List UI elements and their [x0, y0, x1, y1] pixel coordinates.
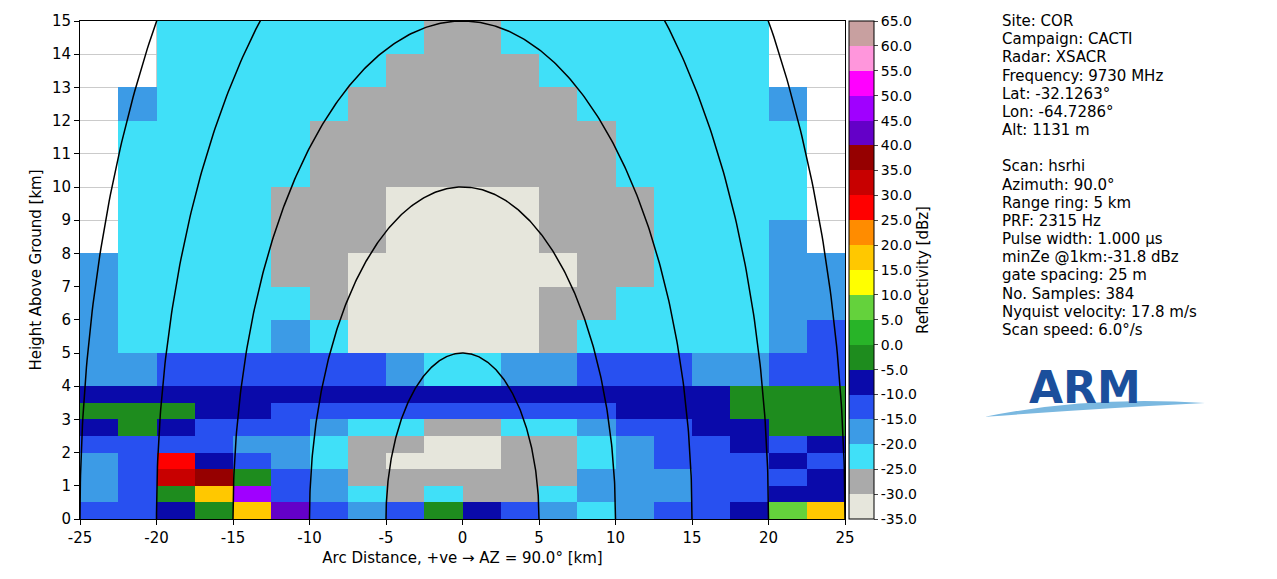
svg-text:Scan: hsrhi: Scan: hsrhi: [1002, 157, 1085, 175]
svg-text:Lat: -32.1263°: Lat: -32.1263°: [1002, 85, 1110, 103]
svg-text:Height Above Ground [km]: Height Above Ground [km]: [27, 169, 45, 370]
svg-text:Site: COR: Site: COR: [1002, 12, 1073, 30]
svg-text:60.0: 60.0: [881, 38, 912, 54]
svg-text:0: 0: [61, 510, 71, 528]
svg-text:25: 25: [835, 529, 854, 547]
svg-text:10.0: 10.0: [881, 287, 912, 303]
svg-text:-20.0: -20.0: [881, 436, 917, 452]
svg-text:11: 11: [52, 145, 71, 163]
svg-text:15: 15: [682, 529, 701, 547]
svg-text:PRF: 2315 Hz: PRF: 2315 Hz: [1002, 212, 1101, 230]
svg-text:Scan speed: 6.0°/s: Scan speed: 6.0°/s: [1002, 321, 1143, 339]
svg-text:8: 8: [61, 245, 71, 263]
svg-text:12: 12: [52, 112, 71, 130]
svg-text:50.0: 50.0: [881, 88, 912, 104]
svg-text:Frequency: 9730 MHz: Frequency: 9730 MHz: [1002, 67, 1163, 85]
svg-text:-25.0: -25.0: [881, 461, 917, 477]
svg-text:-15.0: -15.0: [881, 411, 917, 427]
svg-text:minZe @1km:-31.8 dBz: minZe @1km:-31.8 dBz: [1002, 248, 1179, 266]
svg-text:0.0: 0.0: [881, 337, 903, 353]
svg-text:5: 5: [534, 529, 544, 547]
svg-text:2: 2: [61, 444, 71, 462]
svg-text:1: 1: [61, 477, 71, 495]
svg-text:20: 20: [759, 529, 778, 547]
svg-text:5: 5: [61, 344, 71, 362]
svg-text:14: 14: [52, 45, 71, 63]
svg-text:Reflectivity [dBz]: Reflectivity [dBz]: [914, 206, 932, 334]
svg-text:Azimuth: 90.0°: Azimuth: 90.0°: [1002, 176, 1115, 194]
svg-text:5.0: 5.0: [881, 312, 903, 328]
svg-text:-30.0: -30.0: [881, 486, 917, 502]
svg-text:15.0: 15.0: [881, 262, 912, 278]
svg-text:Arc Distance, +ve → AZ = 90.0°: Arc Distance, +ve → AZ = 90.0° [km]: [322, 549, 602, 567]
svg-text:55.0: 55.0: [881, 63, 912, 79]
svg-text:7: 7: [61, 278, 71, 296]
svg-text:-5: -5: [379, 529, 394, 547]
svg-text:-25: -25: [68, 529, 93, 547]
svg-text:40.0: 40.0: [881, 137, 912, 153]
svg-text:30.0: 30.0: [881, 187, 912, 203]
svg-text:-5.0: -5.0: [881, 362, 908, 378]
svg-text:Campaign: CACTI: Campaign: CACTI: [1002, 30, 1133, 48]
svg-text:-10.0: -10.0: [881, 386, 917, 402]
svg-text:65.0: 65.0: [881, 13, 912, 29]
svg-text:Radar: XSACR: Radar: XSACR: [1002, 48, 1107, 66]
svg-text:20.0: 20.0: [881, 237, 912, 253]
svg-text:35.0: 35.0: [881, 162, 912, 178]
svg-text:Pulse width: 1.000 μs: Pulse width: 1.000 μs: [1002, 230, 1163, 248]
svg-text:-35.0: -35.0: [881, 511, 917, 527]
svg-text:25.0: 25.0: [881, 212, 912, 228]
svg-text:-15: -15: [221, 529, 246, 547]
svg-text:10: 10: [606, 529, 625, 547]
svg-text:ARM: ARM: [1029, 362, 1141, 413]
svg-text:No. Samples: 384: No. Samples: 384: [1002, 285, 1134, 303]
svg-text:Alt: 1131 m: Alt: 1131 m: [1002, 121, 1090, 139]
svg-text:10: 10: [52, 178, 71, 196]
svg-text:-20: -20: [144, 529, 169, 547]
svg-text:Lon: -64.7286°: Lon: -64.7286°: [1002, 103, 1114, 121]
svg-text:6: 6: [61, 311, 71, 329]
svg-text:Nyquist velocity: 17.8 m/s: Nyquist velocity: 17.8 m/s: [1002, 303, 1197, 321]
svg-text:13: 13: [52, 79, 71, 97]
svg-text:9: 9: [61, 211, 71, 229]
svg-text:0: 0: [458, 529, 468, 547]
svg-text:gate spacing: 25 m: gate spacing: 25 m: [1002, 266, 1147, 284]
svg-text:-10: -10: [297, 529, 322, 547]
svg-text:15: 15: [52, 12, 71, 30]
svg-text:Range ring: 5 km: Range ring: 5 km: [1002, 194, 1131, 212]
svg-text:45.0: 45.0: [881, 113, 912, 129]
svg-text:3: 3: [61, 411, 71, 429]
svg-text:4: 4: [61, 377, 71, 395]
